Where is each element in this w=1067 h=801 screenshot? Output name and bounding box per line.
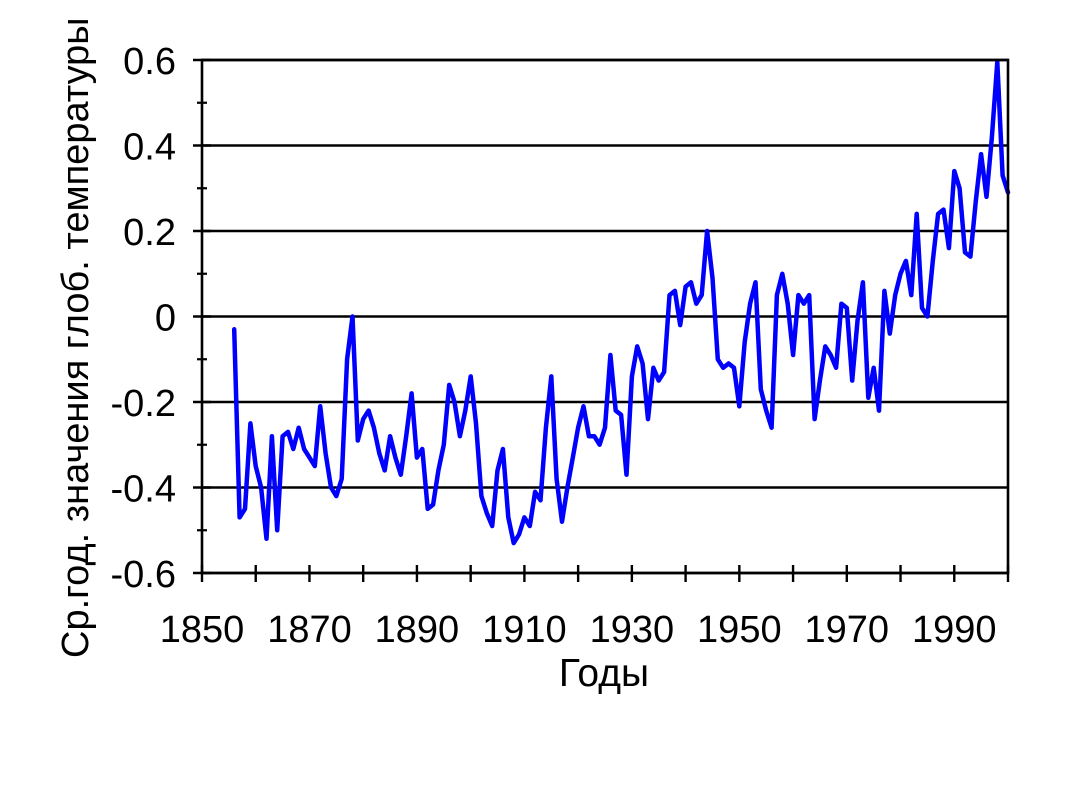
plot-frame-group [200,58,1010,575]
x-tick-label-1950: 1950 [697,609,782,651]
x-tick-label-1890: 1890 [375,609,460,651]
y-tick-label-0.6: 0.6 [123,41,176,83]
x-tick-label-1990: 1990 [912,609,997,651]
x-tick-label-1870: 1870 [267,609,352,651]
x-tick-label-1850: 1850 [160,609,245,651]
y-tick-label--0.6: -0.6 [111,554,176,596]
temperature-line-group [231,59,1011,546]
plot-frame [200,58,1010,575]
x-tick-label-1910: 1910 [482,609,567,651]
y-tick-label-0.4: 0.4 [123,127,176,169]
y-tick-label--0.4: -0.4 [111,469,176,511]
y-tick-label-0: 0 [155,298,176,340]
x-tick-label-1930: 1930 [590,609,675,651]
y-tick-label--0.2: -0.2 [111,383,176,425]
y-tick-labels: 0.6 0.4 0.2 0 -0.2 -0.4 -0.6 [111,41,176,596]
y-tick-label-0.2: 0.2 [123,212,176,254]
x-axis-title: Годы [559,652,649,695]
temperature-line [231,59,1011,546]
y-axis-title: Ср.год. значения глоб. температуры [55,17,97,658]
x-tick-labels: 1850 1870 1890 1910 1930 1950 1970 1990 [160,609,997,651]
x-tick-label-1970: 1970 [805,609,890,651]
